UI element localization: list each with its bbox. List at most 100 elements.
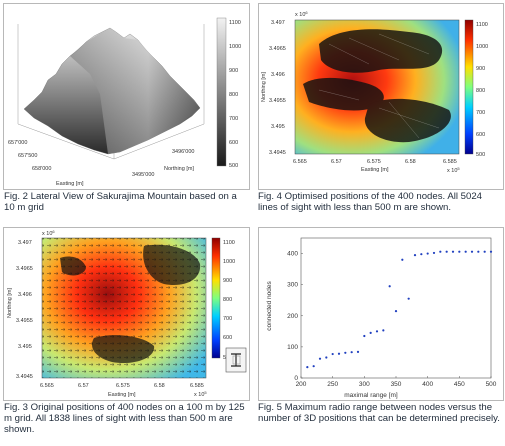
fig5-data-point bbox=[337, 352, 341, 355]
fig5-data-point bbox=[363, 334, 366, 338]
fig4-y-tick: 3.4965 bbox=[269, 46, 286, 52]
fig4-ylabel: Northing [m] bbox=[261, 72, 267, 102]
fig5-x-tick: 350 bbox=[391, 381, 402, 388]
fig3-exp-y: x 106 bbox=[42, 229, 55, 237]
text-cursor-icon bbox=[225, 347, 247, 373]
fig4-x-tick: 6.575 bbox=[367, 159, 381, 165]
fig4-sight-lines-light bbox=[318, 33, 440, 139]
fig3-y-tick: 3.495 bbox=[18, 344, 32, 350]
fig5-data-point bbox=[426, 252, 429, 255]
fig2-easting-tick: 657'000 bbox=[8, 140, 27, 146]
fig5-points bbox=[306, 250, 493, 369]
fig5-data-point bbox=[394, 310, 398, 313]
fig5-data-point bbox=[407, 297, 410, 300]
fig2-easting-tick: 657'500 bbox=[18, 153, 37, 159]
fig2-cb-tick: 1000 bbox=[229, 44, 241, 50]
fig4-axis-ticks: x 106 3.497 3.4965 3.496 3.4955 3.495 3.… bbox=[261, 10, 460, 174]
fig4-sight-lines bbox=[303, 29, 451, 143]
fig3-cb-tick: 600 bbox=[223, 335, 232, 341]
fig5-data-point bbox=[420, 253, 423, 256]
fig4-exp-x: x 105 bbox=[447, 166, 460, 174]
fig5-data-point bbox=[470, 250, 474, 253]
fig4-y-tick: 3.497 bbox=[271, 20, 285, 26]
fig4-x-tick: 6.58 bbox=[405, 159, 416, 165]
fig2-cb-tick: 500 bbox=[229, 163, 238, 169]
fig3-x-tick: 6.57 bbox=[78, 383, 89, 389]
fig4-caption: Fig. 4 Optimised positions of the 400 no… bbox=[258, 191, 482, 213]
fig3-y-tick: 3.497 bbox=[18, 240, 32, 246]
fig5-xlabel: maximal range [m] bbox=[344, 392, 398, 399]
fig5-data-point bbox=[401, 258, 404, 261]
fig2-northing-tick: 3496'000 bbox=[172, 149, 194, 155]
fig3-y-tick: 3.496 bbox=[18, 292, 32, 298]
fig4-y-tick: 3.4955 bbox=[269, 98, 286, 104]
fig5-plot-frame bbox=[300, 237, 492, 379]
fig3-x-tick: 6.58 bbox=[154, 383, 165, 389]
fig3-colorbar-ticks: 1100 1000 900 800 700 600 500 bbox=[223, 240, 235, 361]
fig2-cb-tick: 800 bbox=[229, 92, 238, 98]
fig5-axes bbox=[300, 237, 492, 379]
fig5-data-point bbox=[350, 351, 353, 354]
fig3-exp-x: x 105 bbox=[194, 390, 207, 398]
fig2-panel: 1100 1000 900 800 700 600 500 657'000 65… bbox=[3, 3, 250, 190]
fig3-map-plot: 1100 1000 900 800 700 600 500 x 106 3.49… bbox=[7, 229, 247, 398]
fig4-panel: 1100 1000 900 800 700 600 500 x 106 3.49… bbox=[258, 3, 504, 190]
fig3-cb-tick: 700 bbox=[223, 316, 232, 322]
fig4-cb-tick: 900 bbox=[476, 66, 485, 72]
fig4-y-tick: 3.496 bbox=[271, 72, 285, 78]
fig5-data-point bbox=[489, 250, 493, 253]
fig4-x-tick: 6.585 bbox=[443, 159, 457, 165]
fig5-x-tick: 200 bbox=[296, 381, 307, 388]
fig5-data-point bbox=[344, 351, 347, 354]
fig4-y-tick: 3.4945 bbox=[269, 150, 286, 156]
fig3-cb-tick: 900 bbox=[223, 278, 232, 284]
fig2-cb-tick: 900 bbox=[229, 68, 238, 74]
fig4-x-tick: 6.57 bbox=[331, 159, 342, 165]
fig4-cb-tick: 600 bbox=[476, 132, 485, 138]
fig5-data-point bbox=[432, 251, 436, 255]
fig5-data-point bbox=[483, 250, 486, 253]
fig4-colorbar-ticks: 1100 1000 900 800 700 600 500 bbox=[476, 22, 488, 158]
fig5-data-point bbox=[369, 331, 372, 334]
fig4-cb-tick: 1000 bbox=[476, 44, 488, 50]
fig4-x-tick: 6.565 bbox=[293, 159, 307, 165]
fig3-y-tick: 3.4955 bbox=[16, 318, 33, 324]
fig5-x-tick: 250 bbox=[327, 381, 338, 388]
fig2-ylabel: Northing [m] bbox=[164, 166, 194, 172]
fig5-x-tick: 300 bbox=[359, 381, 370, 388]
fig5-data-point bbox=[356, 350, 360, 353]
fig4-xlabel: Easting [m] bbox=[361, 167, 389, 173]
fig5-data-point bbox=[439, 250, 442, 253]
fig5-x-tick: 450 bbox=[454, 381, 465, 388]
fig5-caption: Fig. 5 Maximum radio range between nodes… bbox=[258, 402, 500, 424]
fig5-data-point bbox=[318, 357, 322, 360]
fig2-cb-tick: 1100 bbox=[229, 20, 241, 26]
fig3-cb-tick: 1100 bbox=[223, 240, 235, 246]
fig4-cb-tick: 700 bbox=[476, 110, 485, 116]
fig4-cb-tick: 500 bbox=[476, 152, 485, 158]
fig4-cb-tick: 800 bbox=[476, 88, 485, 94]
fig5-y-tick: 300 bbox=[287, 282, 298, 289]
fig5-data-point bbox=[331, 352, 334, 356]
fig3-panel: 1100 1000 900 800 700 600 500 x 106 3.49… bbox=[3, 227, 250, 401]
fig4-colorbar bbox=[464, 19, 474, 155]
fig2-terrain-plot: 1100 1000 900 800 700 600 500 657'000 65… bbox=[8, 17, 241, 187]
fig5-y-tick: 200 bbox=[287, 313, 298, 320]
fig5-data-point bbox=[375, 330, 379, 333]
fig5-data-point bbox=[413, 254, 417, 257]
fig2-northing-tick: 3495'000 bbox=[132, 172, 154, 178]
fig5-ylabel: connected nodes bbox=[266, 280, 273, 330]
fig4-y-tick: 3.495 bbox=[271, 124, 285, 130]
fig5-data-point bbox=[312, 365, 315, 368]
fig5-data-point bbox=[477, 250, 480, 253]
fig5-y-tick: 0 bbox=[294, 375, 298, 382]
fig5-data-point bbox=[464, 250, 467, 253]
fig5-panel: 200 250 300 350 400 450 500 0 100 200 300 400 maxim… bbox=[258, 227, 504, 401]
fig5-data-point bbox=[445, 250, 448, 253]
fig4-map-plot: 1100 1000 900 800 700 600 500 x 106 3.49… bbox=[261, 10, 488, 174]
fig2-colorbar bbox=[216, 17, 227, 167]
fig4-exp-y: x 106 bbox=[295, 10, 308, 18]
fig3-x-tick: 6.585 bbox=[190, 383, 204, 389]
fig3-ylabel: Northing [m] bbox=[7, 288, 13, 318]
fig3-x-tick: 6.565 bbox=[40, 383, 54, 389]
